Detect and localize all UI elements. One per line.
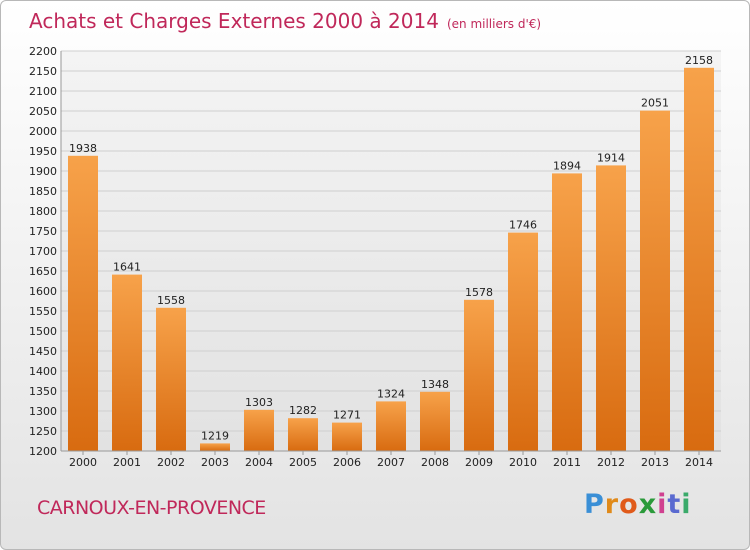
bar: [112, 274, 142, 451]
y-tick-label: 1250: [29, 425, 57, 438]
bar: [596, 165, 626, 451]
data-label: 1282: [289, 404, 317, 417]
y-tick-label: 1500: [29, 325, 57, 338]
data-label: 1324: [377, 387, 405, 400]
data-label: 1271: [333, 409, 361, 422]
data-label: 1219: [201, 429, 229, 442]
x-tick-label: 2002: [157, 456, 185, 469]
y-tick-label: 1350: [29, 385, 57, 398]
logo-letter: i: [681, 489, 692, 520]
data-label: 1348: [421, 378, 449, 391]
y-tick-label: 1650: [29, 265, 57, 278]
data-label: 1894: [553, 159, 581, 172]
x-tick-label: 2006: [333, 456, 361, 469]
data-label: 1578: [465, 286, 493, 299]
logo-letter: P: [584, 489, 605, 520]
proxiti-logo[interactable]: Proxiti: [584, 489, 692, 520]
y-tick-label: 2200: [29, 45, 57, 58]
data-label: 1303: [245, 396, 273, 409]
x-tick-label: 2012: [597, 456, 625, 469]
x-tick-label: 2014: [685, 456, 713, 469]
y-tick-label: 1700: [29, 245, 57, 258]
bar: [684, 67, 714, 452]
data-label: 1558: [157, 294, 185, 307]
bars: [68, 67, 714, 452]
y-tick-label: 2050: [29, 105, 57, 118]
y-tick-label: 1400: [29, 365, 57, 378]
y-tick-label: 1950: [29, 145, 57, 158]
logo-letter: r: [604, 489, 620, 520]
bar: [508, 232, 538, 451]
logo-letter: i: [657, 489, 668, 520]
x-tick-label: 2010: [509, 456, 537, 469]
y-tick-label: 2100: [29, 85, 57, 98]
data-labels: 1938 1641 1558 1219 1303 1282 1271 1324 1348 1578…: [69, 54, 713, 443]
y-tick-label: 1300: [29, 405, 57, 418]
data-label: 2051: [641, 97, 669, 110]
x-axis: 2000 2001 2002 2003 2004 2005 2006 2007 2008 2009…: [61, 450, 721, 469]
chart-title-text: Achats et Charges Externes 2000 à 2014: [29, 9, 439, 33]
x-tick-label: 2005: [289, 456, 317, 469]
data-label: 2158: [685, 54, 713, 67]
y-tick-label: 1550: [29, 305, 57, 318]
y-tick-label: 1800: [29, 205, 57, 218]
y-tick-label: 1200: [29, 445, 57, 458]
y-tick-label: 1900: [29, 165, 57, 178]
bar: [244, 409, 274, 451]
bar: [376, 401, 406, 451]
x-tick-label: 2009: [465, 456, 493, 469]
x-tick-label: 2000: [69, 456, 97, 469]
data-label: 1938: [69, 142, 97, 155]
bar: [288, 418, 318, 451]
bar: [420, 391, 450, 451]
bar: [552, 173, 582, 451]
x-tick-label: 2011: [553, 456, 581, 469]
y-tick-label: 2000: [29, 125, 57, 138]
y-tick-label: 1600: [29, 285, 57, 298]
bar: [200, 443, 230, 451]
data-label: 1641: [113, 261, 141, 274]
x-tick-label: 2004: [245, 456, 273, 469]
x-tick-label: 2001: [113, 456, 141, 469]
x-tick-label: 2008: [421, 456, 449, 469]
bar: [464, 299, 494, 451]
y-tick-label: 1450: [29, 345, 57, 358]
data-label: 1914: [597, 151, 625, 164]
bar: [68, 155, 98, 452]
city-name: CARNOUX-EN-PROVENCE: [37, 497, 266, 519]
logo-letter: x: [638, 489, 658, 520]
chart-unit: (en milliers d'€): [446, 17, 542, 31]
bar: [332, 422, 362, 451]
bar: [156, 307, 186, 451]
logo-letter: o: [619, 489, 639, 520]
y-axis: 1200 1250 1300 1350 1400 1450 1500 1550 1600 1650…: [29, 45, 62, 458]
y-tick-label: 1850: [29, 185, 57, 198]
y-tick-label: 2150: [29, 65, 57, 78]
x-tick-label: 2003: [201, 456, 229, 469]
data-label: 1746: [509, 219, 537, 232]
x-tick-label: 2013: [641, 456, 669, 469]
x-tick-label: 2007: [377, 456, 405, 469]
chart-title: Achats et Charges Externes 2000 à 2014 (e…: [29, 9, 541, 33]
y-tick-label: 1750: [29, 225, 57, 238]
logo-letter: t: [667, 489, 682, 520]
bar: [640, 110, 670, 451]
